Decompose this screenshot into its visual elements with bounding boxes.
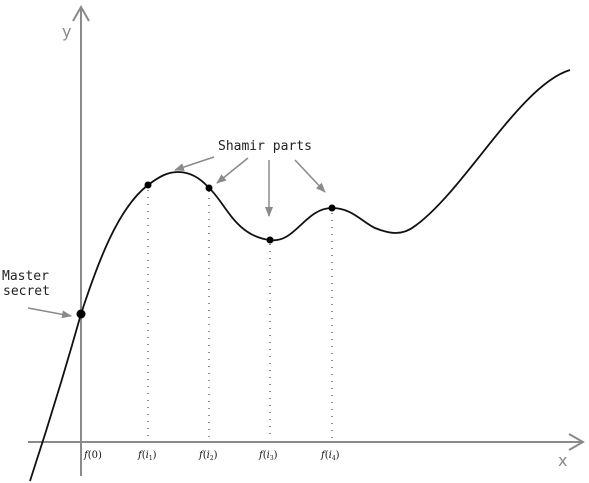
shamir-parts-arrows — [174, 156, 326, 217]
y-axis-arrowhead — [72, 4, 90, 22]
share-point-3 — [266, 236, 274, 244]
master-secret-label-line2: secret — [3, 284, 50, 299]
share-point-1 — [144, 181, 152, 189]
shamir-arrow-2 — [216, 157, 249, 184]
tick-label-fi3-sub: 3 — [270, 455, 274, 462]
points — [76, 181, 336, 319]
tick-label-fi1-arg: i — [146, 450, 149, 461]
share-point-4 — [328, 204, 336, 212]
axes: x y — [28, 4, 586, 476]
tick-label-f0-fn: f — [83, 450, 90, 461]
tick-label-fi2-arg: i — [207, 450, 210, 461]
y-axis-label: y — [62, 22, 71, 41]
x-axis-arrowhead — [568, 433, 586, 451]
tick-label-f0-arg: 0 — [92, 450, 98, 461]
tick-label-fi2-fn: f — [198, 450, 205, 461]
shamir-arrow-4 — [294, 159, 326, 193]
share-point-2 — [205, 184, 213, 192]
tick-label-fi4-sub: 4 — [332, 455, 336, 462]
master-secret-label-line1: Master — [2, 269, 49, 284]
tick-label-fi3-arg: i — [267, 450, 270, 461]
shamir-parts-label: Shamir parts — [218, 139, 312, 154]
tick-label-fi4-arg: i — [329, 450, 332, 461]
tick-label-f0: f(0) — [83, 450, 102, 461]
tick-labels: f(0) f(i1) f(i2) f(i3) f(i4) — [83, 450, 340, 462]
tick-label-fi4-fn: f — [320, 450, 327, 461]
tick-label-fi2: f(i2) — [198, 450, 218, 462]
polynomial-curve — [29, 69, 571, 482]
tick-label-fi4: f(i4) — [320, 450, 340, 462]
master-secret-arrow — [27, 307, 72, 319]
dotted-guides — [147, 190, 333, 440]
tick-label-fi1-fn: f — [137, 450, 144, 461]
x-axis-label: x — [558, 451, 567, 470]
tick-label-fi1: f(i1) — [137, 450, 157, 462]
tick-label-fi3-fn: f — [258, 450, 265, 461]
tick-label-fi3: f(i3) — [258, 450, 278, 462]
shamir-arrow-1 — [174, 156, 215, 171]
tick-label-fi1-sub: 1 — [149, 455, 153, 462]
master-secret-point — [76, 309, 86, 319]
tick-label-fi2-sub: 2 — [210, 455, 214, 462]
